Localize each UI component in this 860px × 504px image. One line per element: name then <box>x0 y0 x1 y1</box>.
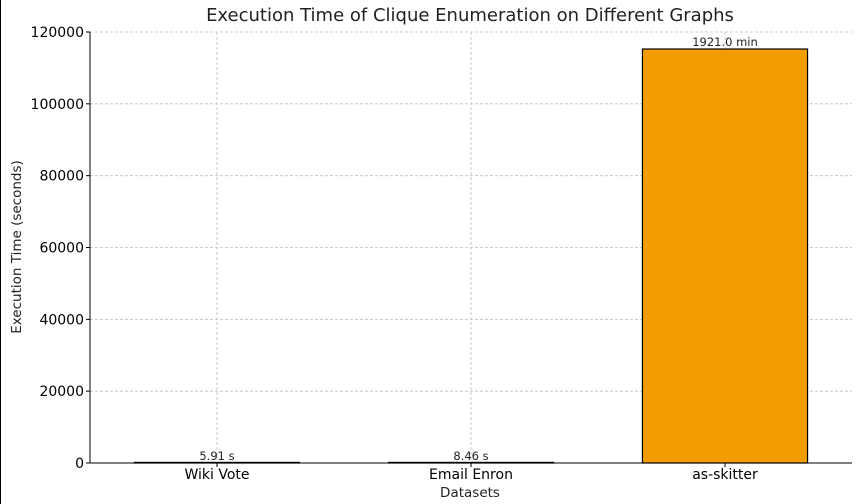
x-tick-label: Wiki Vote <box>184 467 249 483</box>
y-tick-label: 0 <box>75 456 84 472</box>
y-tick-label: 20000 <box>39 384 84 400</box>
x-tick-label: Email Enron <box>429 467 513 483</box>
bar-value-label: 1921.0 min <box>692 35 758 49</box>
y-tick-label: 100000 <box>31 97 84 113</box>
bar-value-label: 5.91 s <box>199 449 234 463</box>
x-tick-label: as-skitter <box>692 467 758 483</box>
y-axis-ticks: 0 20000 40000 60000 80000 100000 120000 <box>31 25 90 472</box>
y-tick-label: 80000 <box>39 169 84 185</box>
y-tick-label: 40000 <box>39 312 84 328</box>
x-axis-label: Datasets <box>440 485 500 501</box>
y-axis-label: Execution Time (seconds) <box>9 160 25 334</box>
y-tick-label: 60000 <box>39 241 84 257</box>
y-tick-label: 120000 <box>31 25 84 41</box>
x-axis-ticks: Wiki Vote Email Enron as-skitter <box>184 463 758 483</box>
chart-title: Execution Time of Clique Enumeration on … <box>206 5 734 26</box>
bar-as-skitter <box>641 48 809 464</box>
data-labels: 5.91 s 8.46 s 1921.0 min <box>199 35 757 463</box>
bar-value-label: 8.46 s <box>453 449 488 463</box>
